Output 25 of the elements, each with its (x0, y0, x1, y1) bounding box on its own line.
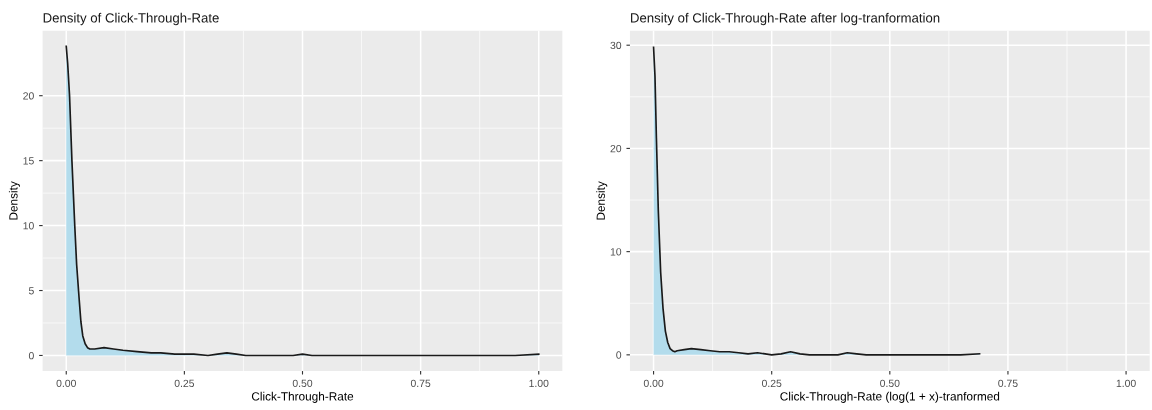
y-tick-label: 20 (23, 92, 34, 100)
chart-title: Density of Click-Through-Rate after log-tranformation (631, 12, 940, 26)
y-tick-label: 5 (28, 287, 34, 295)
x-tick-label: 0.00 (643, 379, 664, 388)
x-tick-label: 1.00 (529, 379, 549, 388)
y-tick-label: 20 (610, 144, 622, 153)
x-axis-title: Click-Through-Rate (251, 391, 354, 403)
chart-title: Density of Click-Through-Rate (43, 12, 219, 26)
x-tick-label: 0.75 (998, 379, 1018, 388)
x-axis-title: Click-Through-Rate (log(1 + x)-tranformed (780, 391, 1000, 403)
y-tick-label: 0 (28, 351, 34, 360)
y-tick-label: 10 (23, 222, 34, 230)
x-tick-label: 0.25 (174, 379, 195, 388)
y-tick-label: 15 (23, 157, 34, 165)
x-tick-label: 1.00 (1116, 379, 1136, 388)
y-axis-title: Density (8, 181, 20, 220)
x-tick-label: 0.75 (410, 379, 431, 388)
x-tick-label: 0.25 (761, 379, 782, 388)
y-tick-label: 0 (616, 351, 622, 359)
x-tick-label: 0.50 (880, 379, 900, 388)
x-tick-label: 0.50 (292, 379, 313, 388)
y-tick-label: 30 (610, 41, 622, 50)
x-tick-label: 0.00 (56, 379, 76, 388)
y-tick-label: 10 (610, 248, 622, 256)
y-axis-title: Density (596, 181, 608, 220)
